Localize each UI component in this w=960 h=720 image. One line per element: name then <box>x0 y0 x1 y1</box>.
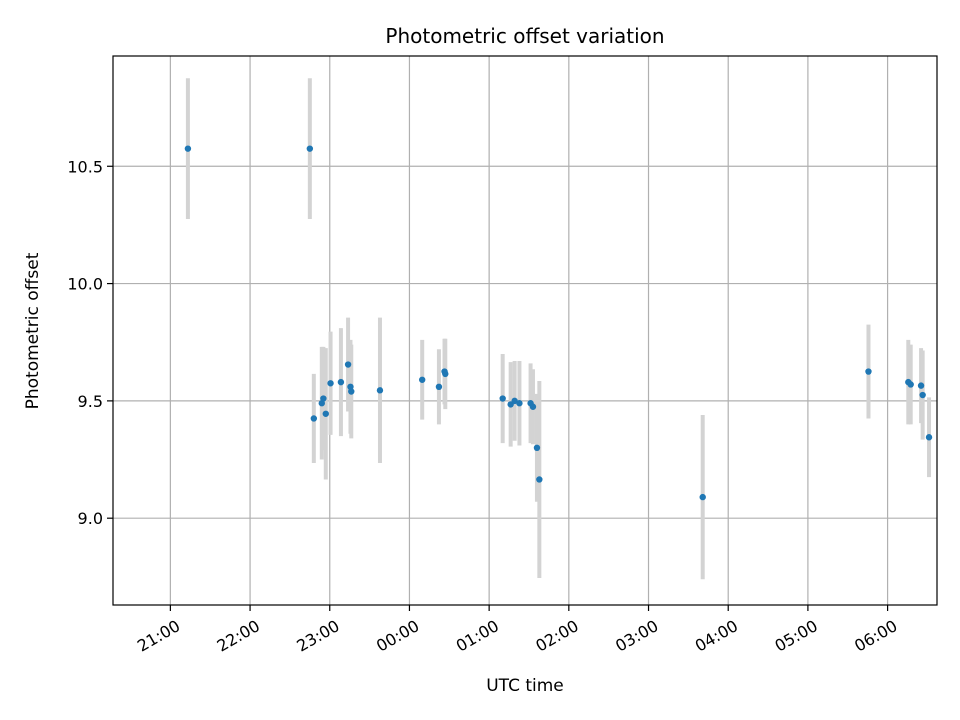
data-points <box>184 145 933 501</box>
data-point <box>306 145 314 152</box>
data-point <box>348 388 355 395</box>
data-point <box>529 403 537 410</box>
data-point <box>320 395 327 402</box>
plot-frame <box>112 55 938 606</box>
y-axis-ticks: 9.0 9.5 10.0 10.5 <box>67 157 113 528</box>
data-point <box>925 434 933 441</box>
data-point <box>511 397 518 405</box>
data-point <box>536 476 543 483</box>
data-point <box>865 368 872 375</box>
y-tick-label: 10.5 <box>67 157 103 176</box>
data-point <box>907 381 914 388</box>
data-point <box>435 383 443 391</box>
y-tick-label: 9.5 <box>78 392 103 411</box>
grid <box>113 56 937 605</box>
data-point <box>917 382 925 389</box>
data-point <box>499 395 506 402</box>
x-axis-label: UTC time <box>486 676 564 696</box>
data-point <box>184 145 192 152</box>
data-point <box>442 370 449 378</box>
data-point <box>516 400 523 407</box>
data-point <box>322 410 329 417</box>
data-point <box>376 387 384 394</box>
data-point <box>418 376 426 383</box>
y-tick-label: 9.0 <box>78 509 103 528</box>
data-point <box>699 493 706 501</box>
chart-title: Photometric offset variation <box>385 24 664 48</box>
data-point <box>337 378 345 386</box>
data-point <box>310 415 318 422</box>
data-point <box>327 380 334 387</box>
y-tick-label: 10.0 <box>67 275 103 294</box>
data-point <box>919 391 926 399</box>
data-point <box>533 444 541 452</box>
data-point <box>344 361 352 368</box>
y-axis-label: Photometric offset <box>23 252 43 409</box>
